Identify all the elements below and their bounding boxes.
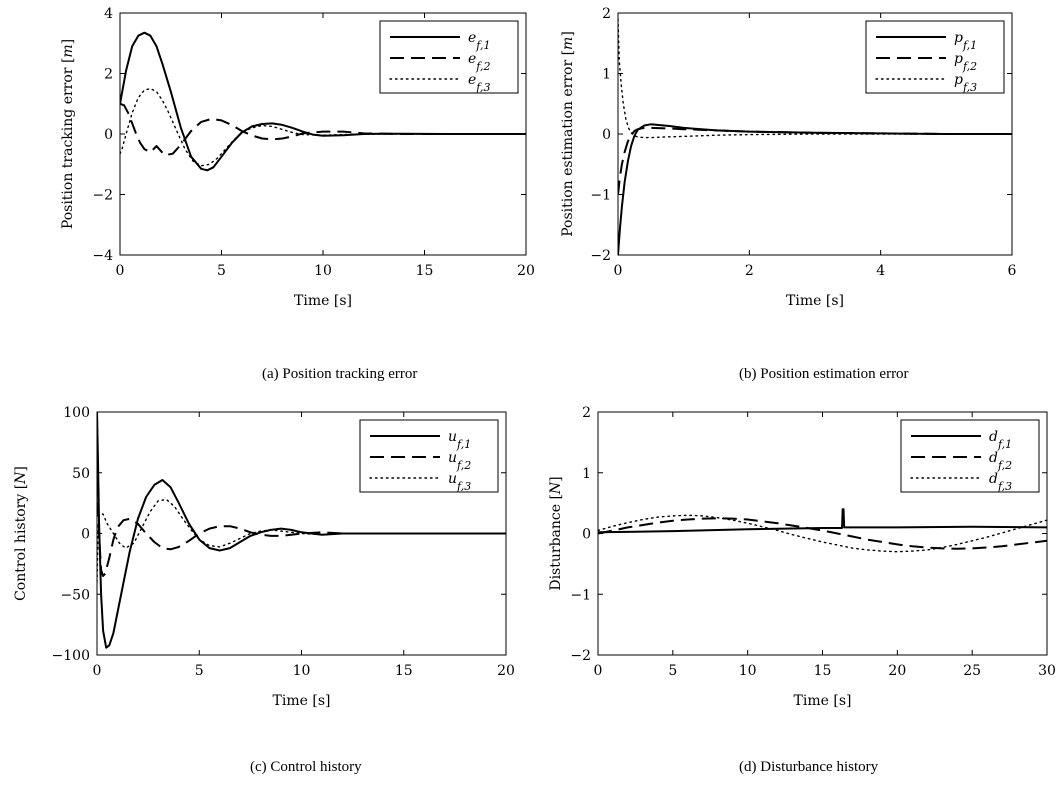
x-tick-label: 10 xyxy=(739,663,757,679)
y-axis-label: Control history [N] xyxy=(13,466,29,601)
x-tick-label: 5 xyxy=(217,263,226,279)
legend-entry: ef,3 xyxy=(468,72,490,94)
x-tick-label: 15 xyxy=(416,263,434,279)
y-tick-label: 2 xyxy=(104,67,113,83)
legend-entry: ef,1 xyxy=(468,30,490,52)
legend-entry: df,3 xyxy=(989,471,1012,493)
y-tick-label: −2 xyxy=(590,248,611,264)
panel-d-disturbance-history: 0 5 10 15 20 25 30 −2 −1 0 1 2 Time [s] Disturbance [… xyxy=(548,405,1056,775)
series-line-d-3 xyxy=(598,514,1047,553)
series-line-b-2 xyxy=(618,126,1012,195)
series-line-a-2 xyxy=(120,102,526,157)
legend-entry: pf,3 xyxy=(954,72,977,94)
caption-a: (a) Position tracking error xyxy=(262,366,417,382)
y-axis-label: Disturbance [N] xyxy=(548,476,564,590)
x-axis-label: Time [s] xyxy=(794,693,852,709)
panel-c-control-history: 0 5 10 15 20 −100 −50 0 50 100 Time [s] Control his… xyxy=(13,405,515,775)
y-tick-label: 1 xyxy=(582,466,591,482)
y-tick-label: 1 xyxy=(602,67,611,83)
y-tick-label: 0 xyxy=(104,127,113,143)
y-tick-label: 2 xyxy=(582,405,591,421)
x-tick-label: 15 xyxy=(395,663,413,679)
y-tick-label: −50 xyxy=(60,587,90,603)
caption-b: (b) Position estimation error xyxy=(739,366,909,382)
x-tick-label: 4 xyxy=(876,263,885,279)
legend-d: df,1df,2df,3 xyxy=(900,419,1040,493)
x-tick-label: 20 xyxy=(517,263,535,279)
series-line-d-1 xyxy=(598,508,1047,534)
y-axis-label: Position estimation error [m] xyxy=(560,31,576,237)
legend-entry: uf,3 xyxy=(448,471,471,493)
x-tick-label: 0 xyxy=(116,263,125,279)
series-line-d-2 xyxy=(598,517,1047,550)
x-tick-label: 25 xyxy=(963,663,981,679)
series-line-c-2 xyxy=(97,460,506,577)
y-tick-label: 0 xyxy=(602,127,611,143)
y-tick-label: −100 xyxy=(52,648,90,664)
caption-d: (d) Disturbance history xyxy=(739,759,879,775)
legend-entry: df,1 xyxy=(989,429,1012,451)
x-axis-label: Time [s] xyxy=(786,293,844,309)
y-tick-label: −4 xyxy=(92,248,113,264)
x-tick-label: 2 xyxy=(745,263,754,279)
x-tick-label: 15 xyxy=(814,663,832,679)
legend-entry: pf,1 xyxy=(954,30,977,52)
x-tick-label: 10 xyxy=(293,663,311,679)
x-tick-label: 5 xyxy=(195,663,204,679)
x-tick-label: 20 xyxy=(497,663,515,679)
legend-entry: uf,2 xyxy=(448,450,471,472)
x-tick-label: 20 xyxy=(888,663,906,679)
y-tick-label: −1 xyxy=(570,587,591,603)
y-tick-label: −1 xyxy=(590,188,611,204)
legend-entry: uf,1 xyxy=(448,429,471,451)
panel-b-position-estimation-error: 0 2 4 6 −2 −1 0 1 2 Time [s] Position estimation e… xyxy=(560,6,1017,382)
legend-a: ef,1ef,2ef,3 xyxy=(379,20,519,94)
y-tick-label: 0 xyxy=(81,527,90,543)
y-tick-label: 2 xyxy=(602,6,611,22)
series-line-c-3 xyxy=(97,498,506,583)
y-tick-label: −2 xyxy=(92,188,113,204)
x-tick-label: 5 xyxy=(668,663,677,679)
legend-c: uf,1uf,2uf,3 xyxy=(359,419,499,493)
x-tick-label: 10 xyxy=(314,263,332,279)
x-tick-label: 0 xyxy=(594,663,603,679)
legend-entry: pf,2 xyxy=(954,51,977,73)
x-tick-label: 0 xyxy=(93,663,102,679)
y-tick-label: 0 xyxy=(582,527,591,543)
panel-a-position-tracking-error: 0 5 10 15 20 −4 −2 0 2 4 Time [s] Position tracking… xyxy=(60,6,535,382)
legend-entry: ef,2 xyxy=(468,51,490,73)
y-tick-label: 100 xyxy=(63,405,90,421)
legend-entry: df,2 xyxy=(989,450,1012,472)
y-axis-label: Position tracking error [m] xyxy=(60,39,76,229)
x-axis-label: Time [s] xyxy=(294,293,352,309)
caption-c: (c) Control history xyxy=(250,759,362,775)
x-tick-label: 6 xyxy=(1008,263,1017,279)
y-tick-label: −2 xyxy=(570,648,591,664)
x-tick-label: 0 xyxy=(614,263,623,279)
legend-b: pf,1pf,2pf,3 xyxy=(865,20,1005,94)
y-tick-label: 50 xyxy=(72,466,90,482)
x-tick-label: 30 xyxy=(1038,663,1056,679)
x-axis-label: Time [s] xyxy=(273,693,331,709)
series-line-b-1 xyxy=(618,123,1012,255)
y-tick-label: 4 xyxy=(104,6,113,22)
series-line-a-3 xyxy=(120,87,526,167)
